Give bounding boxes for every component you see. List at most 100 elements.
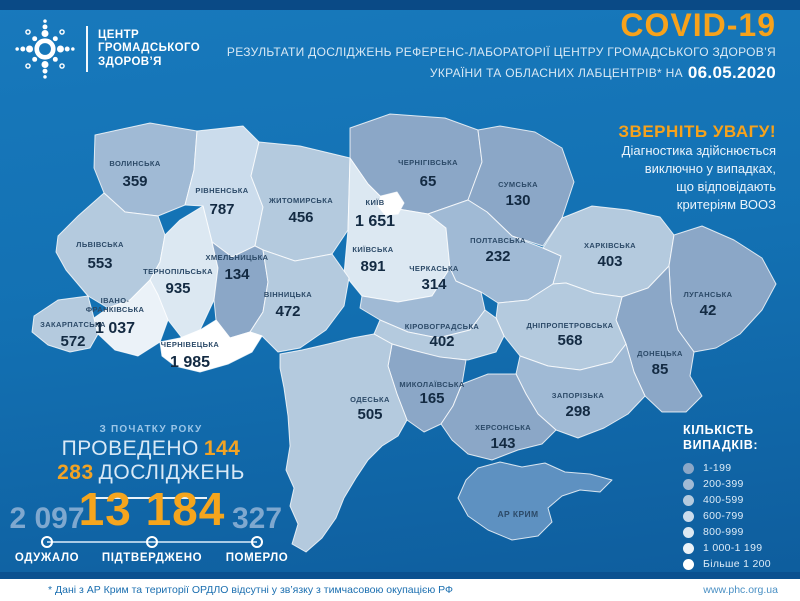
stat-deaths: 327 xyxy=(232,502,282,536)
footnote: * Дані з АР Крим та території ОРДЛО відс… xyxy=(48,584,453,596)
legend-swatch-icon xyxy=(683,462,694,474)
region-crimea xyxy=(457,461,613,541)
region-value-lviv: 553 xyxy=(87,255,112,272)
subtitle-line-1: РЕЗУЛЬТАТИ ДОСЛІДЖЕНЬ РЕФЕРЕНС-ЛАБОРАТОР… xyxy=(226,45,776,59)
region-value-kyiv_city: 1 651 xyxy=(355,213,395,230)
legend-item: 1-199 xyxy=(683,460,771,476)
region-name-zaporizhzhia: ЗАПОРІЗЬКА xyxy=(552,391,605,400)
legend-item: 200-399 xyxy=(683,476,771,492)
region-value-luhansk: 42 xyxy=(700,302,717,319)
region-name-zhytomyr: ЖИТОМИРСЬКА xyxy=(268,196,333,205)
attention-notice: ЗВЕРНІТЬ УВАГУ! Діагностика здійснюється… xyxy=(618,122,776,214)
logo-separator xyxy=(86,26,88,72)
legend-item: 600-799 xyxy=(683,508,771,524)
legend-swatch-icon xyxy=(683,558,694,570)
logo-line-2: ГРОМАДСЬКОГО xyxy=(98,42,201,55)
subtitle-line-2: УКРАЇНИ ТА ОБЛАСНИХ ЛАБЦЕНТРІВ* НА 06.05.… xyxy=(227,63,776,83)
region-name-ternopil: ТЕРНОПІЛЬСЬКА xyxy=(143,267,213,276)
region-volyn xyxy=(93,122,198,217)
region-luhansk xyxy=(668,225,777,353)
region-name-crimea: АР КРИМ xyxy=(497,509,538,519)
region-value-vinnytsia: 472 xyxy=(275,303,300,320)
region-value-donetsk: 85 xyxy=(652,361,669,378)
stat-recovered-label: ОДУЖАЛО xyxy=(14,552,80,564)
region-name-kharkiv: ХАРКІВСЬКА xyxy=(584,241,636,250)
legend-swatch-icon xyxy=(683,478,694,490)
notice-line-2: виключно у випадках, xyxy=(644,161,776,176)
region-value-ivano_frankivsk: 1 037 xyxy=(95,320,135,337)
tests-count: 144 283 xyxy=(57,437,241,484)
footer-band xyxy=(0,572,800,579)
stat-confirmed: 13 184 xyxy=(79,482,226,536)
region-odesa xyxy=(279,333,408,553)
stat-dot-deaths xyxy=(251,536,263,548)
legend-item: 800-999 xyxy=(683,524,771,540)
legend-label: Більше 1 200 xyxy=(703,558,771,570)
legend-label: 1 000-1 199 xyxy=(703,542,763,554)
page-title: COVID-19 xyxy=(620,7,776,43)
cases-legend: КІЛЬКІСТЬ ВИПАДКІВ: 1-199 200-399 400-599 6… xyxy=(683,423,771,572)
legend-item: 1 000-1 199 xyxy=(683,540,771,556)
region-value-chernivtsi: 1 985 xyxy=(170,354,210,371)
logo: ЦЕНТР ГРОМАДСЬКОГО ЗДОРОВ’Я xyxy=(12,16,200,82)
tests-divider xyxy=(95,497,207,499)
region-value-zhytomyr: 456 xyxy=(288,209,313,226)
region-value-khmelnytskyi: 134 xyxy=(224,266,250,283)
notice-line-3: що відповідають xyxy=(676,179,776,194)
region-name-vinnytsia: ВІННИЦЬКА xyxy=(264,290,312,299)
region-name-dnipro: ДНІПРОПЕТРОВСЬКА xyxy=(526,321,613,330)
stat-dot-recovered xyxy=(41,536,53,548)
region-zakarpattia xyxy=(31,295,99,353)
legend-swatch-icon xyxy=(683,494,694,506)
logo-line-1: ЦЕНТР xyxy=(98,28,140,41)
region-name-mykolaiv: МИКОЛАЇВСЬКА xyxy=(399,380,465,389)
stat-deaths-label: ПОМЕРЛО xyxy=(225,552,289,564)
region-value-odesa: 505 xyxy=(357,406,382,423)
region-value-poltava: 232 xyxy=(485,248,510,265)
region-name-khmelnytskyi: ХМЕЛЬНИЦЬКА xyxy=(206,253,269,262)
legend-title-line-2: ВИПАДКІВ: xyxy=(683,438,759,452)
notice-title: ЗВЕРНІТЬ УВАГУ! xyxy=(618,122,776,141)
header-title-block: COVID-19 РЕЗУЛЬТАТИ ДОСЛІДЖЕНЬ РЕФЕРЕНС-… xyxy=(227,8,776,83)
legend-label: 200-399 xyxy=(703,478,744,490)
region-name-zakarpattia: ЗАКАРПАТСЬКА xyxy=(40,320,106,329)
region-name-kirovohrad: КІРОВОГРАДСЬКА xyxy=(405,322,480,331)
region-name-ivano_frankivsk: ІВАНО-ФРАНКІВСЬКА xyxy=(86,296,145,314)
legend-label: 800-999 xyxy=(703,526,744,538)
region-name-luhansk: ЛУГАНСЬКА xyxy=(684,290,733,299)
region-value-ternopil: 935 xyxy=(165,280,190,297)
summary-stats: 2 097 13 184 327 ОДУЖАЛО ПІДТВЕРДЖЕНО ПО… xyxy=(0,483,320,573)
notice-line-1: Діагностика здійснюється xyxy=(621,143,776,158)
region-value-cherkasy: 314 xyxy=(421,276,447,293)
region-name-lviv: ЛЬВІВСЬКА xyxy=(76,240,124,249)
legend-swatch-icon xyxy=(683,526,694,538)
legend-title-line-1: КІЛЬКІСТЬ xyxy=(683,423,754,437)
region-vinnytsia xyxy=(249,249,350,353)
region-name-kyiv_city: КИЇВ xyxy=(365,198,384,207)
tests-prefix: ПРОВЕДЕНО xyxy=(61,437,199,460)
subtitle-line-2-text: УКРАЇНИ ТА ОБЛАСНИХ ЛАБЦЕНТРІВ* НА xyxy=(429,66,683,80)
report-date: 06.05.2020 xyxy=(687,63,776,82)
region-name-poltava: ПОЛТАВСЬКА xyxy=(470,236,526,245)
top-strip xyxy=(0,0,800,10)
stat-recovered-value: 2 097 xyxy=(9,502,85,535)
region-value-kyiv_oblast: 891 xyxy=(360,258,385,275)
region-value-zaporizhzhia: 298 xyxy=(565,403,590,420)
region-value-kherson: 143 xyxy=(490,435,515,452)
stat-deaths-value: 327 xyxy=(231,502,283,535)
region-kherson xyxy=(440,373,557,461)
region-value-volyn: 359 xyxy=(122,173,147,190)
region-value-mykolaiv: 165 xyxy=(419,390,444,407)
legend-label: 400-599 xyxy=(703,494,744,506)
region-value-chernihiv: 65 xyxy=(420,173,437,190)
region-name-rivne: РІВНЕНСЬКА xyxy=(195,186,248,195)
region-name-sumy: СУМСЬКА xyxy=(498,180,538,189)
stat-confirmed-label: ПІДТВЕРДЖЕНО xyxy=(101,552,203,564)
region-name-chernihiv: ЧЕРНІГІВСЬКА xyxy=(398,158,458,167)
tests-period-label: З ПОЧАТКУ РОКУ xyxy=(99,424,203,435)
legend-label: 600-799 xyxy=(703,510,744,522)
region-name-cherkasy: ЧЕРКАСЬКА xyxy=(409,264,459,273)
region-value-zakarpattia: 572 xyxy=(60,333,85,350)
